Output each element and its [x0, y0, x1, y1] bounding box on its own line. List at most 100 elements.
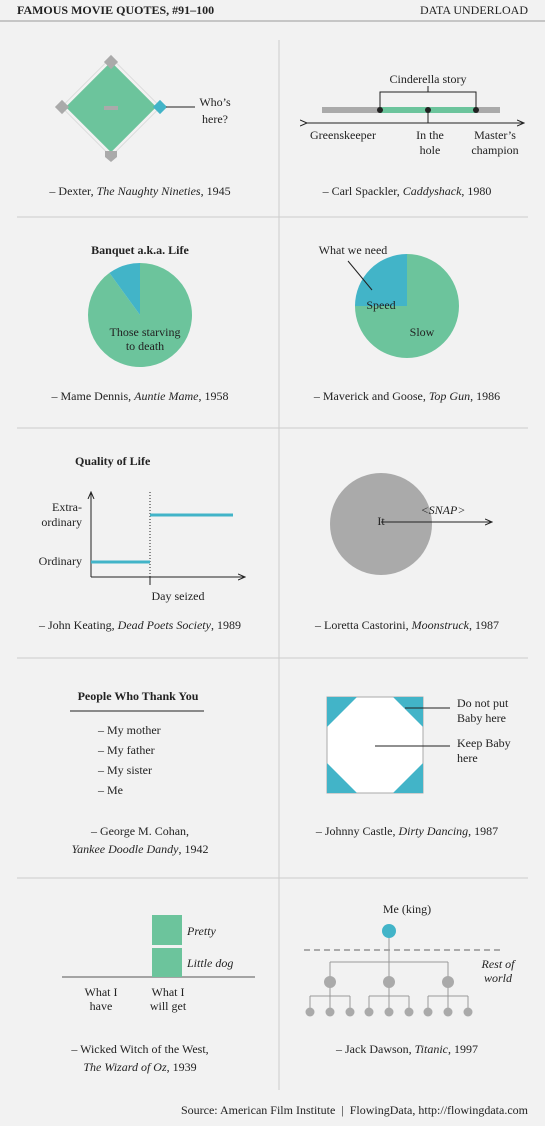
corner — [327, 763, 357, 793]
caption-part: Titanic — [415, 1042, 449, 1056]
node — [383, 976, 395, 988]
circle — [330, 473, 432, 575]
field-outline — [60, 56, 162, 158]
label: here? — [202, 112, 228, 126]
leaf — [325, 1007, 335, 1017]
stack-block — [152, 948, 182, 977]
label: Rest of — [481, 957, 517, 971]
corner — [393, 697, 423, 727]
caption-part: – Johnny Castle, — [315, 824, 399, 838]
y-label: Extra- — [52, 500, 82, 514]
leaf — [463, 1007, 473, 1017]
dot — [473, 107, 479, 113]
x-label: will get — [150, 999, 187, 1013]
caption-part: The Naughty Nineties — [97, 184, 201, 198]
caption-part: , 1986 — [470, 389, 500, 403]
caption-part: , 1989 — [211, 618, 241, 632]
leaf — [423, 1007, 433, 1017]
caption-part: The Wizard of Oz — [83, 1060, 167, 1074]
list-item: – Me — [97, 783, 123, 797]
label: In the — [416, 128, 444, 142]
leaf — [384, 1007, 394, 1017]
leaf — [443, 1007, 453, 1017]
caption-part: – Loretta Castorini, — [314, 618, 412, 632]
corner — [327, 697, 357, 727]
stack-block — [152, 915, 182, 945]
caption-part: – Jack Dawson, — [335, 1042, 415, 1056]
caption-part: , 1987 — [468, 824, 498, 838]
label: Pretty — [186, 924, 217, 938]
caption-part: – Carl Spackler, — [322, 184, 403, 198]
label: Cinderella story — [390, 72, 467, 86]
list-item: – My sister — [97, 763, 152, 777]
caption: – John Keating, Dead Poets Society, 1989 — [38, 618, 241, 632]
slice-label: to death — [126, 339, 164, 353]
label: What we need — [319, 243, 388, 257]
label: Do not put — [457, 696, 509, 710]
y-label: ordinary — [41, 515, 82, 529]
caption: – Mame Dennis, Auntie Mame, 1958 — [51, 389, 229, 403]
leaf — [305, 1007, 315, 1017]
leaf — [404, 1007, 414, 1017]
node — [442, 976, 454, 988]
dot — [377, 107, 383, 113]
label: It — [377, 514, 385, 528]
title: FAMOUS MOVIE QUOTES, #91–100 — [17, 3, 214, 17]
y-label: Ordinary — [39, 554, 82, 568]
caption-part: , 1942 — [178, 842, 208, 856]
x-label: What I — [152, 985, 185, 999]
pie-slice — [88, 263, 193, 367]
caption-part: – George M. Cohan, — [90, 824, 189, 838]
caption: – Jack Dawson, Titanic, 1997 — [335, 1042, 478, 1056]
caption-part: , 1997 — [448, 1042, 478, 1056]
x-label: Day seized — [152, 589, 205, 603]
caption-part: – Wicked Witch of the West, — [70, 1042, 208, 1056]
label: Who’s — [199, 95, 231, 109]
slice-label: Speed — [366, 298, 395, 312]
caption: – George M. Cohan, — [90, 824, 189, 838]
label: Keep Baby — [457, 736, 511, 750]
caption-part: Moonstruck — [411, 618, 470, 632]
x-label: What I — [85, 985, 118, 999]
label: Me (king) — [383, 902, 431, 916]
bracket — [379, 91, 477, 108]
caption: – Johnny Castle, Dirty Dancing, 1987 — [315, 824, 498, 838]
caption-part: – Maverick and Goose, — [313, 389, 429, 403]
corner — [393, 763, 423, 793]
caption: – Carl Spackler, Caddyshack, 1980 — [322, 184, 492, 198]
leader — [347, 260, 373, 291]
caption: – Dexter, The Naughty Nineties, 1945 — [48, 184, 230, 198]
caption-part: , 1980 — [461, 184, 491, 198]
source: Source: American Film Institute | Flowin… — [181, 1103, 529, 1117]
caption-part: Dead Poets Society — [117, 618, 212, 632]
pie-slice — [109, 263, 140, 315]
caption: The Wizard of Oz, 1939 — [83, 1060, 196, 1074]
label: champion — [471, 143, 518, 157]
label: Little dog — [186, 956, 233, 970]
label: Master’s — [474, 128, 516, 142]
caption: Yankee Doodle Dandy, 1942 — [72, 842, 209, 856]
square — [326, 696, 424, 794]
label: world — [484, 971, 513, 985]
chart-title: Quality of Life — [75, 454, 151, 468]
node — [324, 976, 336, 988]
caption-part: Dirty Dancing — [398, 824, 469, 838]
pie-slice — [355, 254, 407, 306]
label: Baby here — [457, 711, 506, 725]
list-item: – My father — [97, 743, 155, 757]
leaf — [345, 1007, 355, 1017]
caption-part: – John Keating, — [38, 618, 118, 632]
root-node — [382, 924, 396, 938]
caption: – Loretta Castorini, Moonstruck, 1987 — [314, 618, 499, 632]
label: Greenskeeper — [310, 128, 376, 142]
caption-part: , 1987 — [469, 618, 499, 632]
caption-part: Auntie Mame — [133, 389, 199, 403]
leaf — [364, 1007, 374, 1017]
caption-part: , 1945 — [201, 184, 231, 198]
chart-title: Banquet a.k.a. Life — [91, 243, 189, 257]
caption-part: Yankee Doodle Dandy — [72, 842, 180, 856]
x-label: have — [90, 999, 113, 1013]
caption: – Wicked Witch of the West, — [70, 1042, 208, 1056]
